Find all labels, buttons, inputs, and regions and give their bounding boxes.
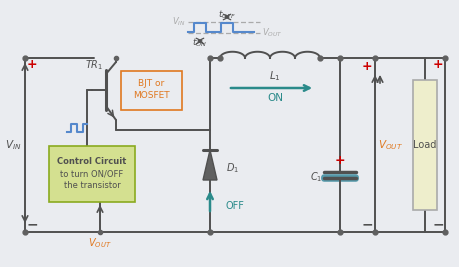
Text: $L_1$: $L_1$	[269, 69, 281, 83]
Text: $t_{OFF}$: $t_{OFF}$	[218, 9, 236, 21]
Text: $D_1$: $D_1$	[226, 161, 239, 175]
Text: +: +	[27, 58, 37, 72]
Text: $V_{IN}$: $V_{IN}$	[5, 138, 21, 152]
Polygon shape	[203, 150, 217, 180]
Text: Control Circuit: Control Circuit	[57, 156, 127, 166]
Text: −: −	[432, 217, 444, 231]
Text: +: +	[362, 60, 372, 73]
Text: MOSFET: MOSFET	[133, 92, 169, 100]
Text: to turn ON/OFF: to turn ON/OFF	[61, 170, 123, 179]
Text: $TR_1$: $TR_1$	[85, 58, 103, 72]
Text: Load: Load	[413, 140, 437, 150]
Text: $t_{ON}$: $t_{ON}$	[192, 37, 207, 49]
Text: the transistor: the transistor	[64, 182, 120, 190]
Text: $V_{OUT}$: $V_{OUT}$	[378, 138, 403, 152]
FancyBboxPatch shape	[49, 146, 135, 202]
Text: $V_{IN}$: $V_{IN}$	[172, 16, 186, 28]
Text: +: +	[433, 58, 443, 72]
Text: OFF: OFF	[226, 201, 245, 211]
Text: $C_1$: $C_1$	[309, 170, 322, 184]
Text: $V_{OUT}$: $V_{OUT}$	[262, 27, 283, 39]
Text: −: −	[26, 217, 38, 231]
Text: +: +	[335, 154, 345, 167]
Bar	[413, 80, 437, 210]
Text: $V_{OUT}$: $V_{OUT}$	[88, 236, 112, 250]
Text: ON: ON	[267, 93, 283, 103]
Text: BJT or: BJT or	[138, 80, 164, 88]
Text: −: −	[361, 217, 373, 231]
